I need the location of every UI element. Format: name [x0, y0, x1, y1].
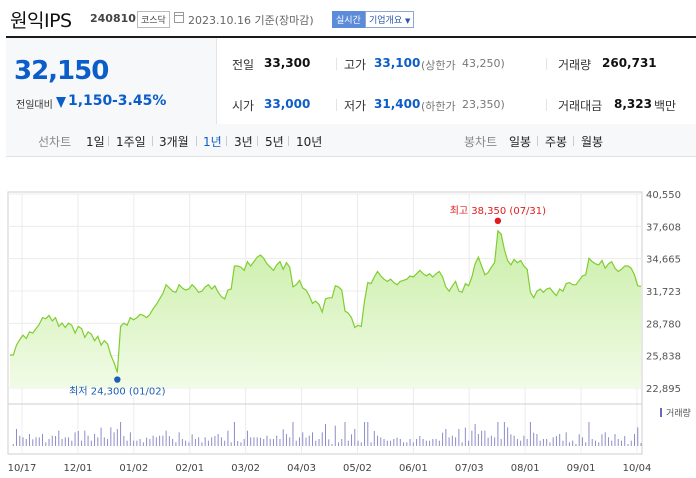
chevron-down-icon: ▼ [405, 17, 411, 25]
change-percent: -3.45% [112, 93, 167, 109]
tab-1y[interactable]: 1년 [203, 135, 222, 149]
divider [537, 136, 538, 146]
current-price: 32,150 [14, 56, 109, 86]
trade-amount-label: 거래대금 [558, 99, 603, 113]
prev-close-value: 33,300 [264, 56, 311, 70]
divider [573, 136, 574, 146]
lower-limit-label: (하한가 [421, 100, 456, 113]
tab-3m[interactable]: 3개월 [159, 135, 189, 149]
tab-3y[interactable]: 3년 [234, 135, 253, 149]
x-tick-label: 06/01 [399, 463, 428, 474]
low-annotation: 최저 24,300 (01/02) [69, 386, 165, 398]
x-tick-label: 09/01 [567, 463, 596, 474]
candle-chart-label: 봉차트 [464, 135, 498, 149]
open-value: 33,000 [264, 97, 311, 111]
divider [152, 136, 153, 146]
x-tick-label: 07/03 [455, 463, 484, 474]
market-badge: 코스닥 [137, 11, 170, 28]
y-tick-label: 22,895 [646, 384, 681, 395]
y-tick-label: 37,608 [646, 222, 681, 233]
divider [226, 136, 227, 146]
extreme-markers: 최고 38,350 (07/31) 최저 24,300 (01/02) [69, 205, 546, 398]
divider [288, 136, 289, 146]
y-tick-label: 25,838 [646, 352, 681, 363]
tab-1d[interactable]: 1일 [86, 135, 105, 149]
trade-amount-value: 8,323 [614, 97, 652, 111]
high-value: 33,100 [374, 56, 421, 70]
upper-limit-label: (상한가 [421, 59, 456, 72]
change-value: 1,150 [68, 93, 113, 109]
volume-label: 거래량 [558, 58, 592, 72]
price-chart[interactable]: 최고 38,350 (07/31) 최저 24,300 (01/02) 40,55… [0, 168, 696, 478]
low-label: 저가 [344, 99, 367, 113]
high-label: 고가 [344, 58, 367, 72]
current-price-box: 32,150 전일대비 1,150 -3.45% [6, 38, 217, 124]
price-summary: 32,150 전일대비 1,150 -3.45% 전일 33,300 고가 33… [6, 36, 696, 127]
y-axis-ticks: 40,550 37,608 34,665 31,723 28,780 25,838 22,8… [646, 190, 681, 395]
high-annotation: 최고 38,350 (07/31) [450, 205, 546, 217]
prev-close-label: 전일 [232, 58, 255, 72]
as-of-date: 2023.10.16 기준(장마감) [188, 14, 314, 27]
low-value: 31,400 [374, 97, 421, 111]
x-axis-ticks: 10/17 12/01 01/02 02/01 03/02 04/03 05/02 06/01… [8, 463, 652, 474]
divider [257, 136, 258, 146]
company-info-label: 기업개요 [369, 16, 403, 26]
tab-monthly[interactable]: 월봉 [581, 135, 604, 149]
tab-daily[interactable]: 일봉 [509, 135, 532, 149]
x-tick-label: 10/17 [8, 463, 37, 474]
divider [546, 99, 547, 111]
high-marker [494, 217, 502, 225]
y-tick-label: 28,780 [646, 319, 681, 330]
stock-name: 원익IPS [10, 10, 72, 32]
stock-code: 240810 [90, 12, 136, 25]
tab-weekly[interactable]: 주봉 [545, 135, 568, 149]
divider [108, 136, 109, 146]
realtime-button[interactable]: 실시간 [332, 11, 365, 28]
x-tick-label: 03/02 [231, 463, 260, 474]
lower-limit-value: 23,350) [462, 98, 505, 111]
volume-value: 260,731 [602, 56, 657, 70]
chart-period-tabs: 선차트 1일 1주일 3개월 1년 3년 5년 10년 봉차트 일봉 주봉 월봉 [6, 124, 696, 157]
trade-amount-unit: 백만 [654, 99, 677, 113]
down-arrow-icon [56, 97, 66, 108]
x-tick-label: 02/01 [175, 463, 204, 474]
volume-legend-swatch [660, 408, 662, 417]
x-tick-label: 01/02 [119, 463, 148, 474]
x-tick-label: 05/02 [343, 463, 372, 474]
low-marker [114, 376, 121, 383]
open-label: 시가 [232, 99, 255, 113]
y-tick-label: 34,665 [646, 255, 681, 266]
title-bar: 원익IPS 240810 코스닥 2023.10.16 기준(장마감) 실시간 … [0, 0, 696, 36]
x-tick-label: 10/04 [623, 463, 652, 474]
divider [546, 58, 547, 70]
volume-legend: 거래량 [660, 407, 691, 419]
divider [196, 136, 197, 146]
price-area-fill [10, 230, 641, 388]
line-chart-label: 선차트 [38, 135, 72, 149]
upper-limit-value: 43,250) [462, 57, 505, 70]
price-area [10, 229, 642, 388]
y-tick-label: 31,723 [646, 287, 681, 298]
divider [336, 99, 337, 111]
tab-5y[interactable]: 5년 [265, 135, 284, 149]
tab-10y[interactable]: 10년 [296, 135, 323, 149]
divider [336, 58, 337, 70]
x-tick-label: 08/01 [511, 463, 540, 474]
tab-1w[interactable]: 1주일 [116, 135, 146, 149]
x-tick-label: 12/01 [63, 463, 92, 474]
price-line [10, 229, 642, 373]
calendar-icon [174, 12, 184, 23]
change-label: 전일대비 [16, 100, 53, 111]
company-info-dropdown[interactable]: 기업개요 ▼ [365, 11, 415, 28]
volume-legend-label: 거래량 [666, 407, 691, 419]
y-tick-label: 40,550 [646, 190, 681, 201]
x-tick-label: 04/03 [287, 463, 316, 474]
volume-bars [12, 422, 642, 446]
